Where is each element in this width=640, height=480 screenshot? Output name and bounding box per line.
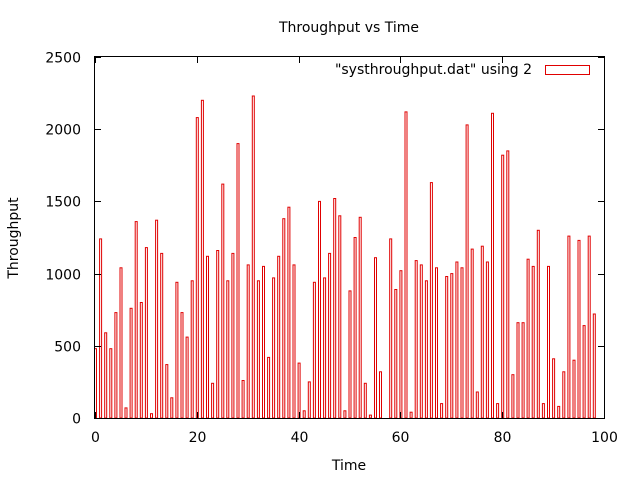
legend: "systhroughput.dat" using 2 (335, 62, 590, 78)
y-tick-label: 1000 (45, 268, 81, 284)
x-tick-label: 20 (189, 430, 207, 446)
y-tick-label: 1500 (45, 195, 81, 211)
legend-swatch (545, 65, 590, 75)
chart-title: Throughput vs Time (278, 20, 419, 36)
x-tick-label: 100 (591, 430, 618, 446)
y-tick-label: 500 (54, 340, 81, 356)
y-tick-label: 2000 (45, 123, 81, 139)
y-tick-label: 0 (72, 412, 81, 428)
y-tick-label: 2500 (45, 51, 81, 67)
x-tick-label: 0 (91, 430, 100, 446)
plot-area-border (94, 56, 605, 419)
x-tick-label: 80 (494, 430, 512, 446)
x-tick-label: 60 (392, 430, 410, 446)
legend-label: "systhroughput.dat" using 2 (335, 62, 532, 78)
x-tick-label: 40 (291, 430, 309, 446)
x-axis-label: Time (331, 458, 366, 474)
y-axis-label: Throughput (6, 197, 22, 280)
